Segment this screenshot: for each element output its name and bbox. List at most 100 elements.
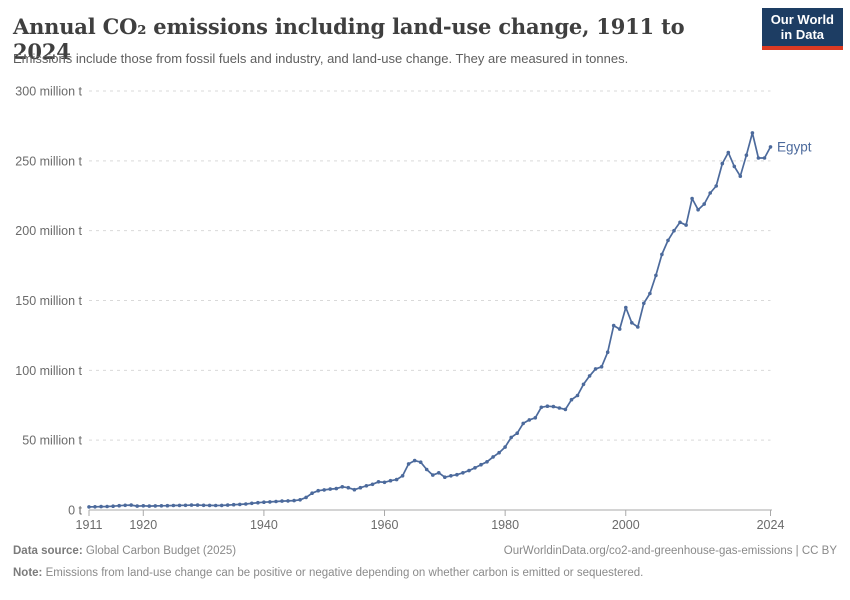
data-point bbox=[159, 504, 164, 508]
y-tick-label: 100 million t bbox=[15, 364, 82, 378]
x-tick-label: 2024 bbox=[757, 518, 785, 532]
data-point bbox=[99, 504, 103, 509]
data-point bbox=[630, 321, 634, 325]
data-point bbox=[123, 503, 127, 508]
data-point bbox=[304, 495, 308, 500]
data-point bbox=[274, 499, 278, 504]
data-point bbox=[557, 406, 562, 410]
data-point bbox=[171, 503, 176, 508]
data-point bbox=[352, 487, 357, 492]
x-tick-label: 1911 bbox=[76, 518, 103, 532]
data-point bbox=[762, 156, 767, 160]
data-point bbox=[461, 471, 465, 475]
data-point bbox=[581, 382, 586, 387]
data-point bbox=[575, 393, 580, 398]
data-point bbox=[207, 503, 212, 508]
data-point bbox=[545, 404, 550, 409]
data-point bbox=[539, 405, 544, 410]
data-point bbox=[503, 445, 507, 449]
data-point bbox=[485, 460, 489, 464]
data-point bbox=[105, 504, 109, 509]
x-tick-label: 1920 bbox=[129, 518, 157, 532]
data-point bbox=[262, 500, 266, 505]
data-point bbox=[515, 431, 519, 436]
y-tick-label: 200 million t bbox=[15, 224, 82, 238]
data-point bbox=[328, 487, 333, 491]
data-point bbox=[129, 503, 133, 507]
data-point bbox=[684, 223, 688, 227]
data-source: Data source: Global Carbon Budget (2025) bbox=[13, 543, 236, 560]
data-source-value[interactable]: Global Carbon Budget (2025) bbox=[85, 545, 237, 557]
data-point bbox=[244, 502, 248, 506]
data-point bbox=[648, 291, 652, 296]
data-point bbox=[563, 407, 568, 412]
series-end-label[interactable]: Egypt bbox=[777, 139, 812, 154]
data-point bbox=[611, 323, 616, 328]
data-point bbox=[394, 477, 399, 482]
data-point bbox=[587, 374, 592, 378]
data-point bbox=[219, 503, 224, 508]
data-point bbox=[449, 474, 453, 478]
footer-note-text: Emissions from land-use change can be po… bbox=[45, 567, 644, 579]
data-point bbox=[521, 421, 525, 426]
data-point bbox=[298, 498, 302, 502]
data-point bbox=[400, 474, 405, 478]
data-point bbox=[322, 488, 327, 492]
data-point bbox=[726, 150, 731, 155]
data-point bbox=[424, 467, 429, 472]
data-point bbox=[364, 484, 369, 488]
data-point bbox=[605, 350, 610, 355]
data-point bbox=[569, 397, 574, 402]
data-point bbox=[382, 480, 387, 485]
data-point bbox=[654, 273, 658, 278]
data-point bbox=[756, 156, 761, 160]
data-point bbox=[551, 404, 556, 409]
data-point bbox=[141, 504, 146, 508]
data-point bbox=[660, 252, 664, 257]
x-tick-label: 1940 bbox=[250, 518, 278, 532]
data-point bbox=[443, 475, 447, 480]
data-point bbox=[714, 184, 718, 188]
data-point bbox=[340, 485, 345, 489]
data-point bbox=[642, 301, 646, 306]
footer-note: Note: Emissions from land-use change can… bbox=[13, 565, 837, 582]
data-point bbox=[87, 505, 91, 509]
data-point bbox=[370, 482, 375, 487]
data-point bbox=[750, 131, 755, 135]
data-point bbox=[406, 462, 411, 466]
data-point bbox=[636, 325, 640, 329]
page-title: Annual CO₂ emissions including land-use … bbox=[13, 14, 685, 64]
data-point bbox=[738, 174, 743, 178]
owid-logo[interactable]: Our World in Data bbox=[761, 8, 843, 50]
data-point bbox=[696, 207, 700, 212]
data-point bbox=[412, 458, 417, 463]
data-point bbox=[165, 503, 170, 508]
data-point bbox=[183, 503, 188, 508]
data-point bbox=[310, 491, 314, 496]
data-point bbox=[135, 504, 139, 508]
y-tick-label: 0 t bbox=[68, 504, 82, 518]
data-point bbox=[473, 466, 477, 470]
data-point bbox=[437, 471, 441, 475]
y-tick-label: 250 million t bbox=[15, 154, 82, 168]
x-tick-label: 2000 bbox=[612, 518, 640, 532]
line-chart: 0 t 50 million t 100 million t 150 million … bbox=[0, 80, 850, 540]
data-point bbox=[418, 460, 423, 465]
x-tick-label: 1980 bbox=[491, 518, 519, 532]
data-point bbox=[250, 501, 254, 506]
data-point bbox=[624, 305, 628, 310]
data-point bbox=[316, 488, 321, 493]
data-point bbox=[147, 504, 152, 508]
y-tick-label: 50 million t bbox=[22, 434, 82, 448]
data-point bbox=[702, 202, 706, 206]
data-point bbox=[153, 504, 158, 508]
data-point bbox=[732, 164, 737, 169]
data-point bbox=[117, 503, 121, 508]
data-point bbox=[617, 327, 622, 331]
footer-link[interactable]: OurWorldinData.org/co2-and-greenhouse-ga… bbox=[503, 545, 837, 557]
data-point bbox=[189, 503, 194, 507]
data-point bbox=[225, 503, 230, 507]
data-point bbox=[593, 367, 598, 371]
owid-logo-line1: Our World bbox=[770, 12, 834, 27]
